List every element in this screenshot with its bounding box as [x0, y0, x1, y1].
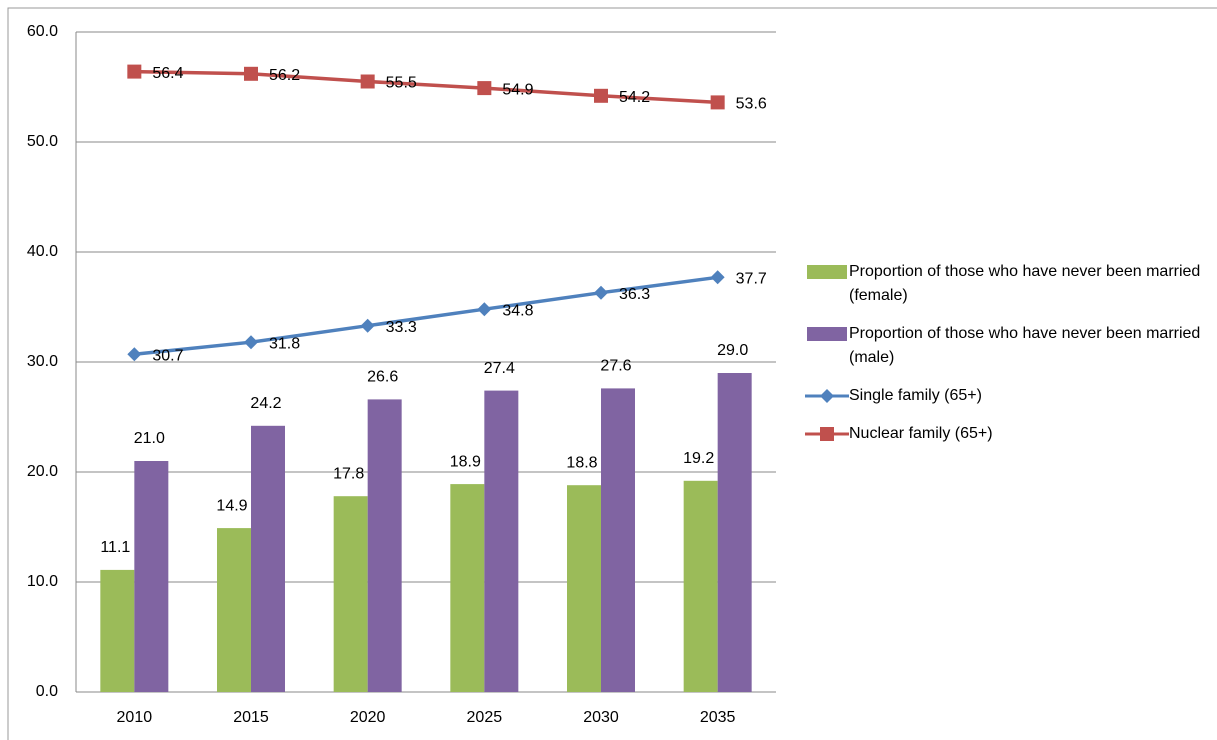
- swatch-marker: [820, 427, 834, 441]
- line: [134, 275, 718, 357]
- legend-label: Nuclear family (65+): [849, 425, 993, 442]
- data-label: 11.1: [100, 539, 130, 556]
- line: [134, 69, 718, 105]
- bar: [484, 390, 519, 692]
- swatch-marker: [820, 389, 834, 403]
- data-label: 54.9: [502, 81, 533, 98]
- marker: [477, 302, 492, 317]
- swatch: [807, 265, 847, 279]
- data-label: 31.8: [269, 335, 300, 352]
- y-tick-label: 50.0: [27, 133, 58, 150]
- bar: [683, 480, 718, 692]
- legend-swatch: [805, 389, 849, 403]
- data-label: 55.5: [386, 75, 417, 92]
- y-tick-label: 30.0: [27, 353, 58, 370]
- legend: Proportion of those who have never been …: [805, 260, 1205, 460]
- legend-item: Single family (65+): [805, 384, 1205, 408]
- x-tick-label: 2030: [583, 709, 619, 726]
- data-label: 56.4: [152, 65, 183, 82]
- data-label: 54.2: [619, 89, 650, 106]
- y-tick-label: 10.0: [27, 573, 58, 590]
- data-label: 30.7: [152, 348, 183, 365]
- bar: [217, 528, 251, 692]
- legend-swatch: [807, 265, 847, 279]
- data-label: 34.8: [502, 302, 533, 319]
- bar: [717, 373, 752, 692]
- data-label: 18.9: [450, 453, 481, 470]
- legend-label: Proportion of those who have never been …: [849, 263, 1201, 304]
- data-label: 24.2: [250, 395, 281, 412]
- data-label: 19.2: [683, 450, 714, 467]
- bar: [134, 461, 169, 692]
- y-tick-label: 20.0: [27, 463, 58, 480]
- data-label: 56.2: [269, 67, 300, 84]
- x-tick-label: 2015: [233, 709, 269, 726]
- y-tick-label: 60.0: [27, 23, 58, 40]
- data-label: 14.9: [216, 497, 247, 514]
- y-tick-label: 0.0: [36, 683, 58, 700]
- bar: [100, 569, 135, 692]
- x-tick-label: 2035: [700, 709, 736, 726]
- marker: [477, 81, 492, 96]
- data-label: 21.0: [134, 430, 165, 447]
- marker: [244, 66, 258, 81]
- marker: [710, 95, 725, 110]
- data-label: 27.4: [484, 360, 515, 377]
- data-label: 53.6: [736, 96, 767, 113]
- legend-label: Proportion of those who have never been …: [849, 325, 1201, 366]
- marker: [127, 64, 142, 79]
- data-label: 36.3: [619, 286, 650, 303]
- data-label: 37.7: [736, 271, 767, 288]
- data-label: 17.8: [333, 465, 364, 482]
- x-tick-label: 2025: [467, 709, 503, 726]
- frame: [7, 7, 1217, 740]
- data-label: 27.6: [600, 358, 631, 375]
- data-label: 18.8: [566, 454, 597, 471]
- x-tick-label: 2020: [350, 709, 386, 726]
- legend-item: Nuclear family (65+): [805, 422, 1205, 446]
- bar: [601, 388, 635, 692]
- marker: [594, 88, 608, 103]
- marker: [360, 74, 375, 89]
- bar: [251, 425, 285, 692]
- x-tick-label: 2010: [117, 709, 153, 726]
- bar: [333, 496, 368, 692]
- marker: [594, 285, 608, 300]
- legend-label: Single family (65+): [849, 387, 982, 404]
- legend-swatch: [805, 427, 849, 441]
- legend-item: Proportion of those who have never been …: [805, 260, 1205, 308]
- bar: [367, 399, 402, 692]
- marker: [360, 318, 375, 333]
- data-label: 33.3: [386, 319, 417, 336]
- legend-item: Proportion of those who have never been …: [805, 322, 1205, 370]
- bar: [450, 484, 485, 692]
- marker: [244, 335, 258, 350]
- y-tick-label: 40.0: [27, 243, 58, 260]
- data-label: 26.6: [367, 369, 398, 386]
- legend-swatch: [807, 327, 847, 341]
- data-label: 29.0: [717, 342, 748, 359]
- marker: [127, 347, 142, 362]
- bar: [567, 485, 601, 692]
- marker: [710, 270, 725, 285]
- swatch: [807, 327, 847, 341]
